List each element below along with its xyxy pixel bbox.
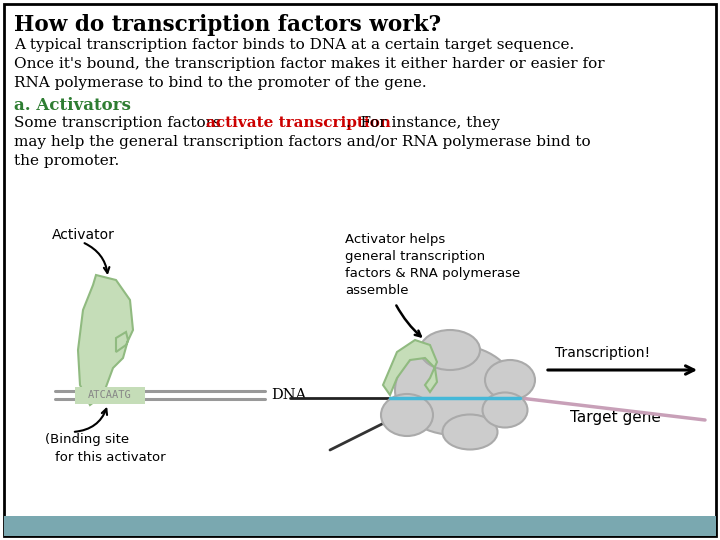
Text: activate transcription: activate transcription bbox=[206, 116, 391, 130]
Text: Once it's bound, the transcription factor makes it either harder or easier for: Once it's bound, the transcription facto… bbox=[14, 57, 605, 71]
Text: for this activator: for this activator bbox=[55, 451, 166, 464]
Text: DNA: DNA bbox=[271, 388, 306, 402]
Text: the promoter.: the promoter. bbox=[14, 154, 120, 168]
Text: assemble: assemble bbox=[345, 284, 408, 297]
Text: factors & RNA polymerase: factors & RNA polymerase bbox=[345, 267, 521, 280]
Text: a. Activators: a. Activators bbox=[14, 97, 131, 114]
Text: .  For instance, they: . For instance, they bbox=[346, 116, 500, 130]
Text: Activator helps: Activator helps bbox=[345, 233, 445, 246]
Ellipse shape bbox=[482, 393, 528, 428]
Text: How do transcription factors work?: How do transcription factors work? bbox=[14, 14, 441, 36]
Bar bbox=[75, 387, 145, 403]
Text: RNA polymerase to bind to the promoter of the gene.: RNA polymerase to bind to the promoter o… bbox=[14, 76, 427, 90]
Ellipse shape bbox=[485, 360, 535, 400]
Ellipse shape bbox=[395, 345, 515, 435]
Text: may help the general transcription factors and/or RNA polymerase bind to: may help the general transcription facto… bbox=[14, 135, 590, 149]
Text: Activator: Activator bbox=[52, 228, 115, 242]
Polygon shape bbox=[383, 340, 437, 395]
Polygon shape bbox=[78, 275, 133, 405]
Ellipse shape bbox=[381, 394, 433, 436]
Bar bbox=[4, 516, 716, 536]
Text: Target gene: Target gene bbox=[570, 410, 661, 425]
Ellipse shape bbox=[443, 415, 498, 449]
Text: A typical transcription factor binds to DNA at a certain target sequence.: A typical transcription factor binds to … bbox=[14, 38, 575, 52]
Text: Some transcription factors: Some transcription factors bbox=[14, 116, 225, 130]
Text: Transcription!: Transcription! bbox=[555, 346, 650, 360]
Text: general transcription: general transcription bbox=[345, 250, 485, 263]
Text: ATCAATG: ATCAATG bbox=[88, 390, 132, 400]
Ellipse shape bbox=[420, 330, 480, 370]
Text: (Binding site: (Binding site bbox=[45, 433, 129, 446]
